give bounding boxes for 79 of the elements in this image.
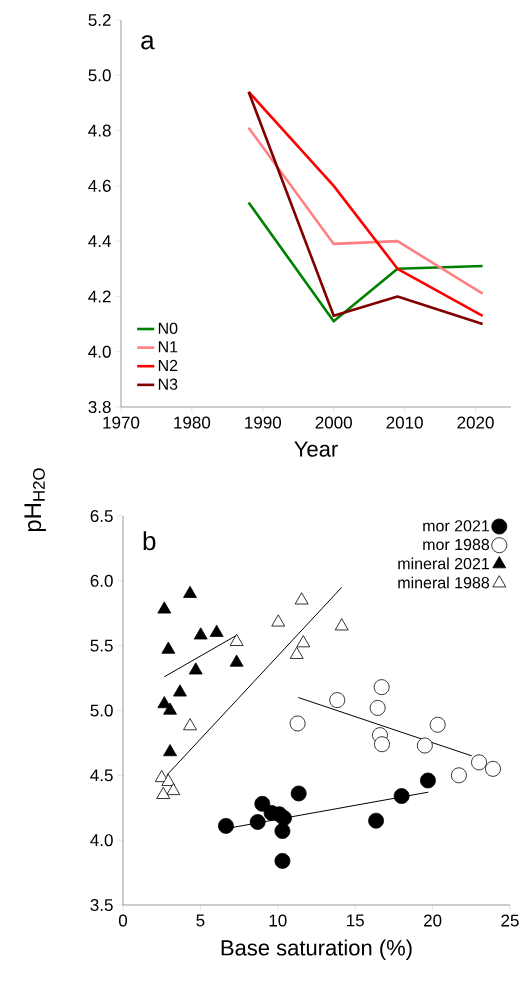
x-axis-title: Year: [294, 441, 338, 457]
legend-label: N0: [158, 322, 178, 334]
legend-label: mor 1988: [423, 538, 490, 551]
point: [485, 760, 501, 777]
point: [329, 692, 346, 709]
point: [368, 812, 384, 829]
point: [163, 702, 177, 715]
y-tick-label: 3.8: [88, 400, 111, 414]
point: [374, 736, 390, 753]
y-tick-label: 5.5: [90, 639, 113, 652]
y-tick-label: 6.0: [90, 574, 113, 587]
annotation: b: [143, 531, 156, 551]
point: [471, 754, 487, 771]
y-tick-label: 4.8: [88, 124, 111, 137]
legend-label: N2: [158, 359, 178, 372]
legend-label: N3: [158, 378, 178, 390]
y-tick-label: 4.0: [90, 834, 113, 847]
point: [274, 823, 291, 839]
point: [183, 718, 197, 731]
point: [294, 592, 309, 605]
x-axis-title: Base saturation (%): [221, 939, 412, 960]
x-tick-label: 5: [196, 914, 205, 927]
line-series: [247, 201, 484, 323]
x-tick-label: 1990: [245, 416, 282, 429]
point: [369, 700, 386, 716]
y-axis-title: pH$_{H2O}$: [24, 468, 46, 532]
point: [416, 737, 433, 754]
point: [157, 601, 172, 614]
point: [229, 654, 244, 667]
y-tick-label: 5.2: [88, 13, 111, 27]
x-tick-label: 25: [501, 914, 519, 927]
point: [373, 679, 390, 696]
point: [334, 618, 349, 631]
legend-label: mor 2021: [423, 520, 489, 532]
x-tick-label: 1970: [103, 416, 140, 429]
x-tick-label: 1980: [174, 416, 211, 429]
x-tick-label: 20: [424, 914, 442, 927]
point: [209, 624, 224, 637]
legend-label: mineral 1988: [398, 576, 490, 589]
y-tick-label: 5.0: [88, 69, 111, 82]
y-tick-label: 4.6: [88, 179, 111, 192]
point: [271, 614, 286, 627]
point: [451, 767, 467, 784]
point: [163, 744, 177, 757]
y-tick-label: 4.2: [88, 290, 111, 303]
line-series: [247, 126, 484, 295]
x-tick-label: 0: [118, 914, 128, 927]
point: [173, 684, 187, 697]
y-tick-label: 4.5: [90, 769, 113, 782]
point: [429, 716, 446, 733]
x-tick-label: 2020: [457, 416, 494, 429]
x-tick-label: 2010: [386, 416, 423, 429]
point: [249, 814, 266, 830]
point: [183, 585, 197, 598]
legend-label: N1: [158, 341, 178, 353]
x-tick-label: 2000: [315, 416, 352, 429]
annotation: a: [141, 35, 155, 50]
point: [290, 785, 307, 802]
y-tick-label: 4.0: [88, 345, 111, 358]
point: [289, 715, 306, 732]
point: [193, 627, 208, 640]
point: [254, 795, 271, 812]
x-tick-label: 15: [347, 914, 364, 927]
y-tick-label: 5.0: [90, 704, 113, 717]
point: [218, 817, 234, 834]
y-tick-label: 3.5: [90, 898, 113, 912]
point: [229, 633, 244, 646]
x-tick-label: 10: [269, 914, 287, 927]
point: [166, 782, 181, 796]
point: [393, 788, 410, 804]
y-tick-label: 6.5: [90, 509, 113, 523]
point: [296, 635, 311, 648]
legend-label: mineral 2021: [398, 557, 489, 570]
y-tick-label: 4.4: [88, 235, 111, 247]
point: [289, 646, 304, 659]
point: [161, 641, 176, 654]
point: [188, 662, 203, 675]
point: [420, 772, 436, 789]
point: [274, 853, 291, 869]
